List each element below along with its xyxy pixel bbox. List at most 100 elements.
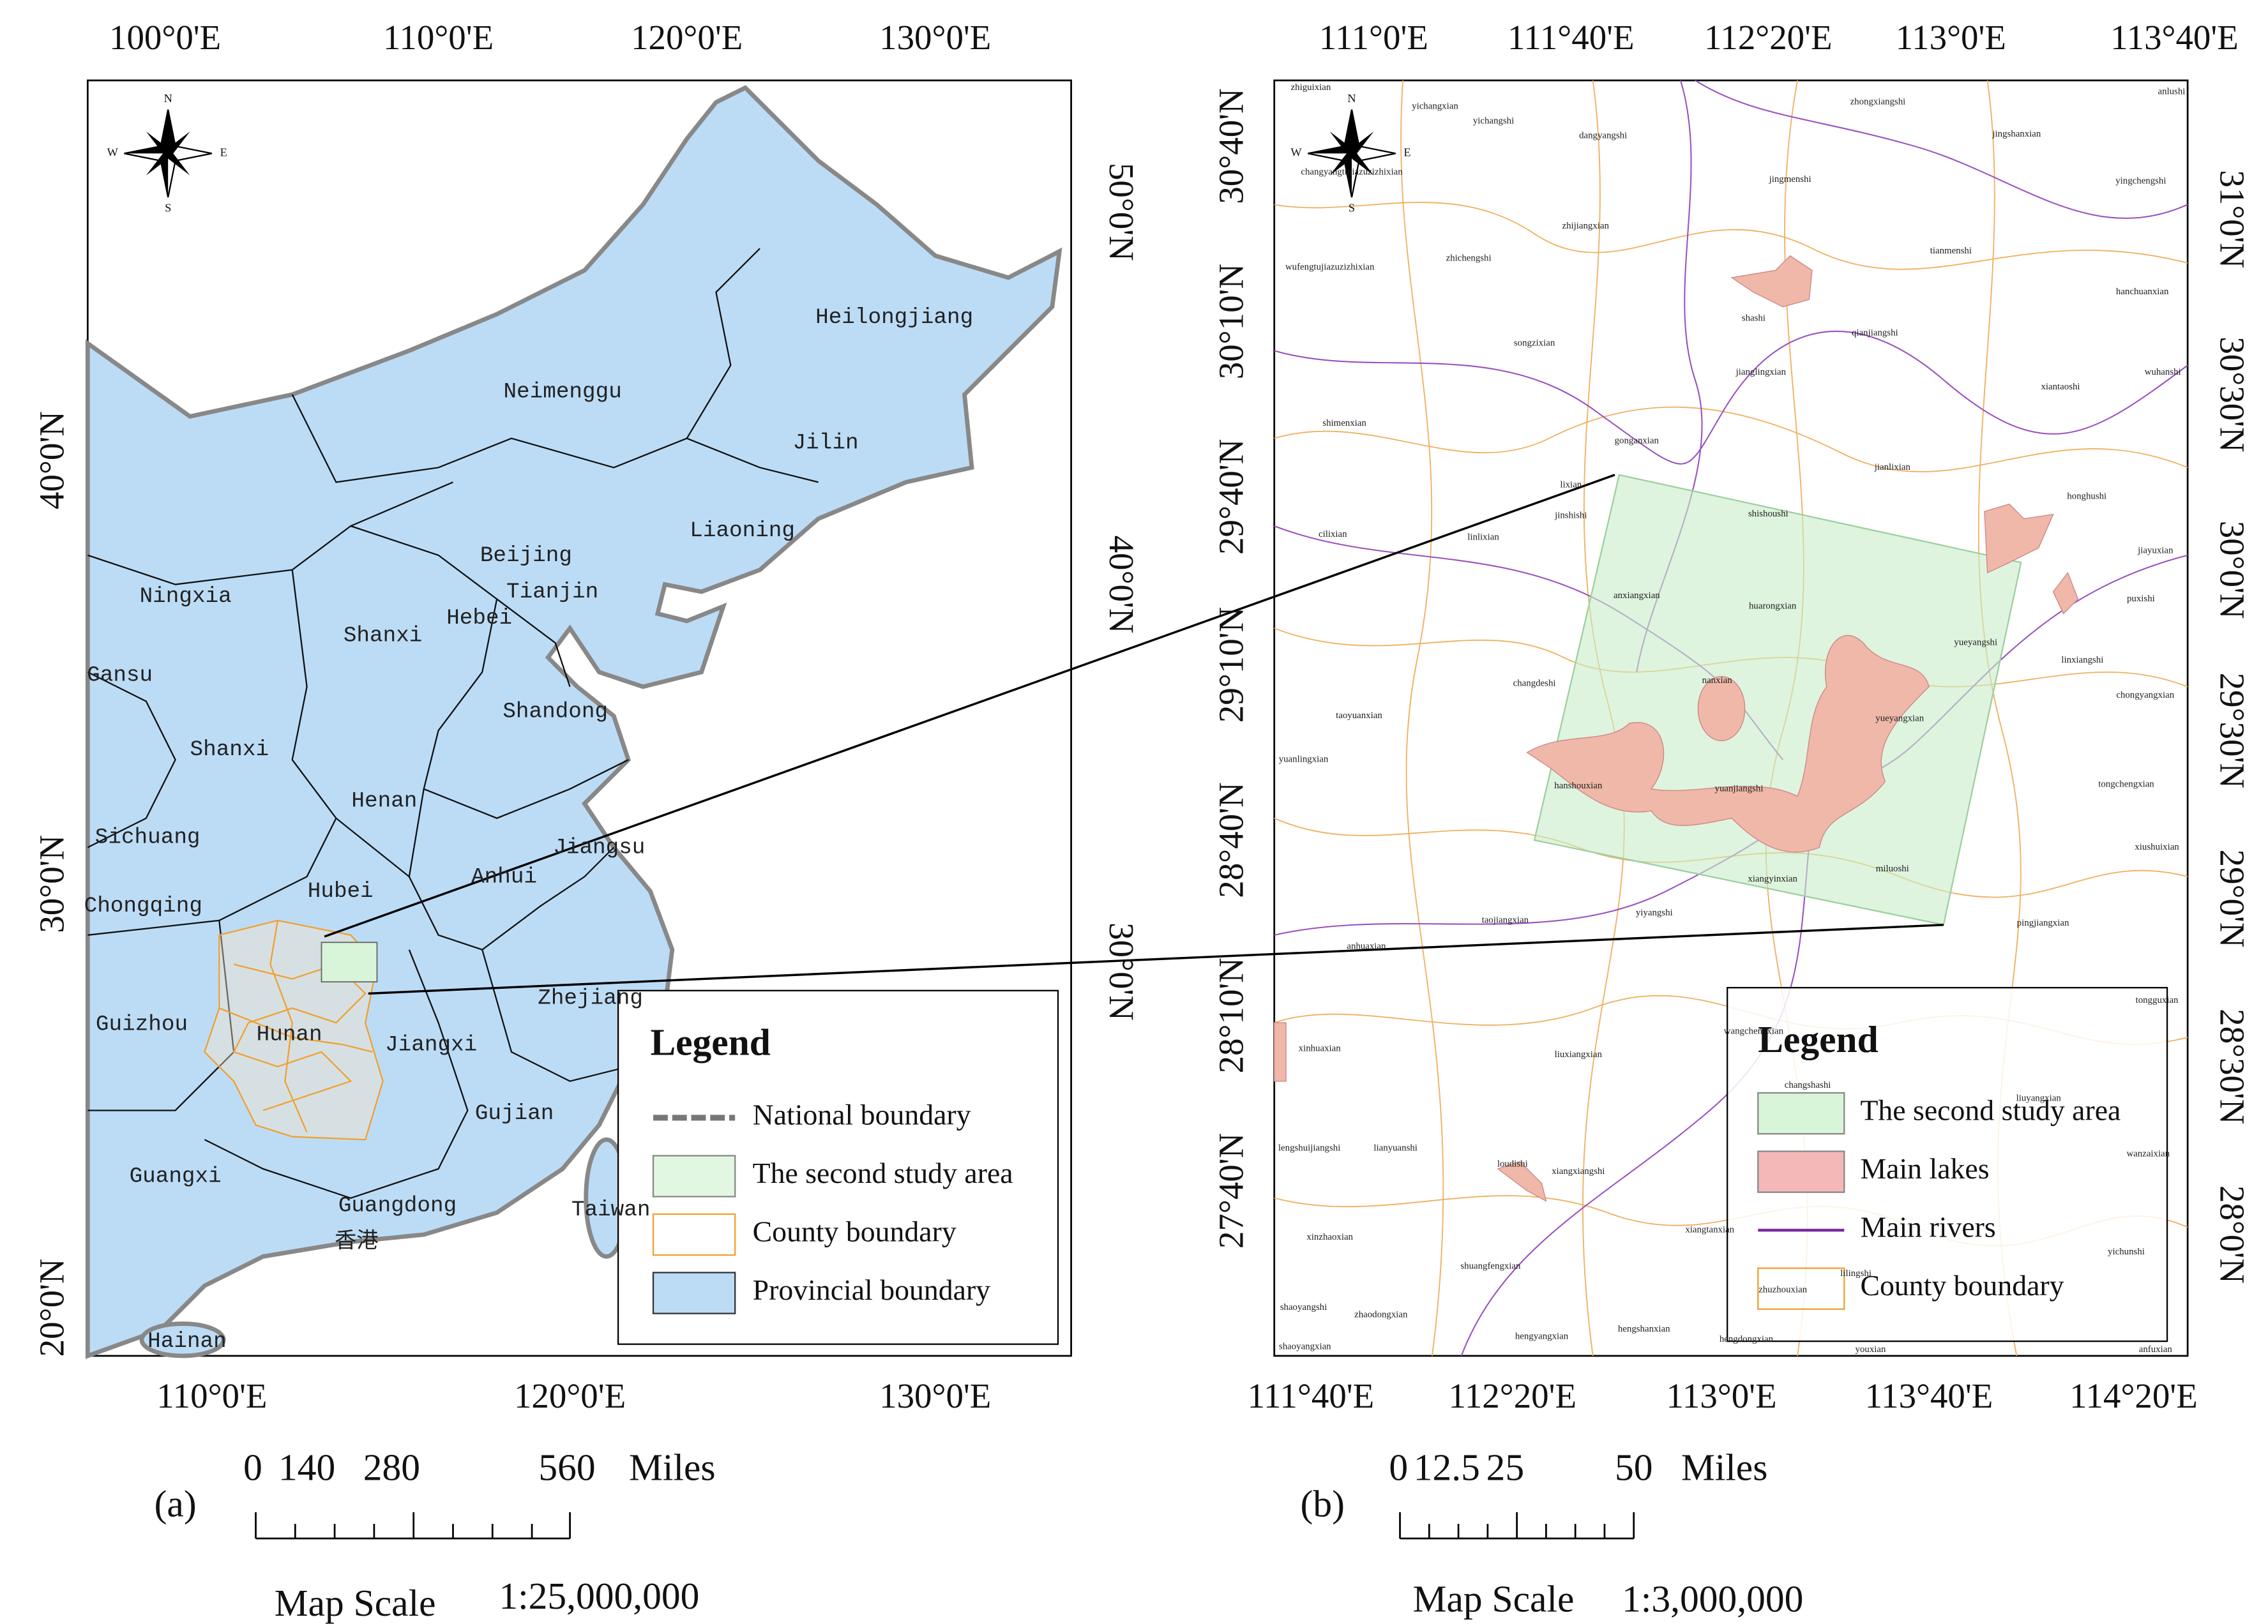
study-area xyxy=(321,942,378,982)
county-label: hengyangxian xyxy=(1515,1332,1569,1342)
hainan xyxy=(139,1321,226,1358)
province-label: Hebei xyxy=(446,606,512,631)
county-label: changshashi xyxy=(1785,1080,1831,1090)
legend-item: Main lakes xyxy=(1860,1152,1989,1185)
county-label: nanxian xyxy=(1702,675,1733,686)
county-label: yuanlingxian xyxy=(1279,755,1329,765)
lat-label: 28°40'N xyxy=(1212,782,1251,898)
lat-label: 30°40'N xyxy=(1212,88,1251,204)
compass xyxy=(124,109,213,198)
compass-label: W xyxy=(107,146,119,159)
county-label: zhongxiangshi xyxy=(1850,97,1906,107)
lat-label: 27°40'N xyxy=(1212,1133,1251,1249)
scale-label: Map Scale xyxy=(275,1582,436,1624)
province-label: Anhui xyxy=(471,864,537,889)
province-label: Heilongjiang xyxy=(815,305,973,330)
county-label: shimenxian xyxy=(1322,418,1366,428)
county-label: zhaodongxian xyxy=(1354,1309,1408,1320)
compass-label: N xyxy=(164,92,172,105)
legend-item: The second study area xyxy=(1860,1094,2121,1127)
lat-label: 28°0'N xyxy=(2213,1185,2252,1284)
county-label: lilingshi xyxy=(1840,1268,1871,1279)
lon-label: 111°0'E xyxy=(1319,18,1428,57)
scale-tick: 12.5 xyxy=(1414,1446,1480,1488)
county-label: wangchengxian xyxy=(1724,1026,1784,1036)
county-label: anhuaxian xyxy=(1347,942,1386,952)
province-label: Jiangsu xyxy=(553,836,645,861)
county-label: shishoushi xyxy=(1748,509,1788,519)
lon-label: 113°40'E xyxy=(1865,1376,1993,1415)
county-label: xinhuaxian xyxy=(1299,1044,1342,1054)
province-label: Gujian xyxy=(475,1101,554,1126)
province-label: Chongqing xyxy=(84,894,202,919)
scale-tick: 0 xyxy=(1389,1446,1408,1488)
compass-label: W xyxy=(1290,146,1302,159)
scale-tick: 25 xyxy=(1486,1446,1525,1488)
panel-a-map xyxy=(85,79,1072,1359)
province-label: Shanxi xyxy=(344,624,423,649)
scale-bars xyxy=(255,1512,1635,1540)
county-label: wufengtujiazuzizhixian xyxy=(1285,262,1375,272)
lat-label: 30°0'N xyxy=(33,835,72,933)
county-label: jingmenshi xyxy=(1769,174,1811,184)
lat-label: 30°10'N xyxy=(1212,264,1251,379)
county-label: miluoshi xyxy=(1876,864,1909,874)
county-label: changdeshi xyxy=(1513,679,1556,689)
lat-label: 20°0'N xyxy=(33,1258,72,1357)
lat-label: 40°0'N xyxy=(33,411,72,509)
province-label: Gansu xyxy=(87,663,153,688)
scale-tick: 560 xyxy=(538,1446,595,1488)
county-label: changyangtujiazuzizhixian xyxy=(1301,167,1403,177)
province-label: Sichuang xyxy=(95,825,200,850)
lon-label: 100°0'E xyxy=(109,18,221,57)
county-label: tongchengxian xyxy=(2098,779,2154,789)
compass-label: S xyxy=(1349,202,1355,214)
county-label: yuanjiangshi xyxy=(1715,783,1764,793)
county-label: yingchengshi xyxy=(2115,176,2166,186)
county-label: lixian xyxy=(1560,479,1582,490)
county-label: chongyangxian xyxy=(2116,690,2174,700)
scale-tick: 140 xyxy=(278,1446,335,1488)
lon-label: 113°0'E xyxy=(1666,1376,1776,1415)
county-label: shashi xyxy=(1742,313,1765,323)
county-label: shaoyangshi xyxy=(1280,1302,1327,1312)
province-label: Liaoning xyxy=(690,518,795,543)
county-label: shuangfengxian xyxy=(1460,1261,1521,1272)
legend-item: County boundary xyxy=(753,1215,956,1247)
province-label: Jilin xyxy=(793,431,859,456)
province-boundaries xyxy=(87,248,819,1199)
connector xyxy=(324,474,1615,938)
legend-item: Main rivers xyxy=(1860,1211,1995,1244)
lon-label: 111°40'E xyxy=(1508,18,1635,57)
province-label: Ningxia xyxy=(140,584,232,609)
legend-title: Legend xyxy=(650,1021,770,1063)
compass xyxy=(1308,109,1396,198)
lon-label: 120°0'E xyxy=(631,18,743,57)
county-label: xiangyinxian xyxy=(1748,874,1797,884)
province-label: Tianjin xyxy=(506,580,598,605)
main-lakes xyxy=(1274,255,2079,1202)
legend-item: National boundary xyxy=(753,1098,971,1131)
lon-label: 113°0'E xyxy=(1896,18,2006,57)
county-label: dangyangshi xyxy=(1579,130,1627,140)
county-label: xiangxiangshi xyxy=(1552,1166,1605,1177)
county-label: shaoyangxian xyxy=(1279,1342,1331,1352)
county-label: yueyangshi xyxy=(1954,637,1997,647)
scale-tick: 0 xyxy=(243,1446,262,1488)
county-label: linlixian xyxy=(1467,532,1499,543)
lat-label: 29°10'N xyxy=(1212,607,1251,723)
legend-item: County boundary xyxy=(1860,1269,2064,1302)
county-label: lianyuanshi xyxy=(1373,1143,1418,1153)
county-label: anlushi xyxy=(2158,87,2185,97)
county-label: hanchuanxian xyxy=(2116,287,2169,297)
lon-label: 114°20'E xyxy=(2069,1376,2198,1415)
province-label: Neimenggu xyxy=(503,380,621,405)
lat-label: 50°0'N xyxy=(1102,163,1141,261)
compass-label: E xyxy=(1403,146,1410,159)
county-label: zhuzhouxian xyxy=(1758,1284,1807,1295)
lat-label: 29°0'N xyxy=(2213,850,2252,948)
lon-label: 110°0'E xyxy=(156,1376,267,1415)
lat-label: 28°10'N xyxy=(1212,958,1251,1073)
legend-item: The second study area xyxy=(753,1157,1013,1189)
county-label: songzixian xyxy=(1514,338,1555,348)
